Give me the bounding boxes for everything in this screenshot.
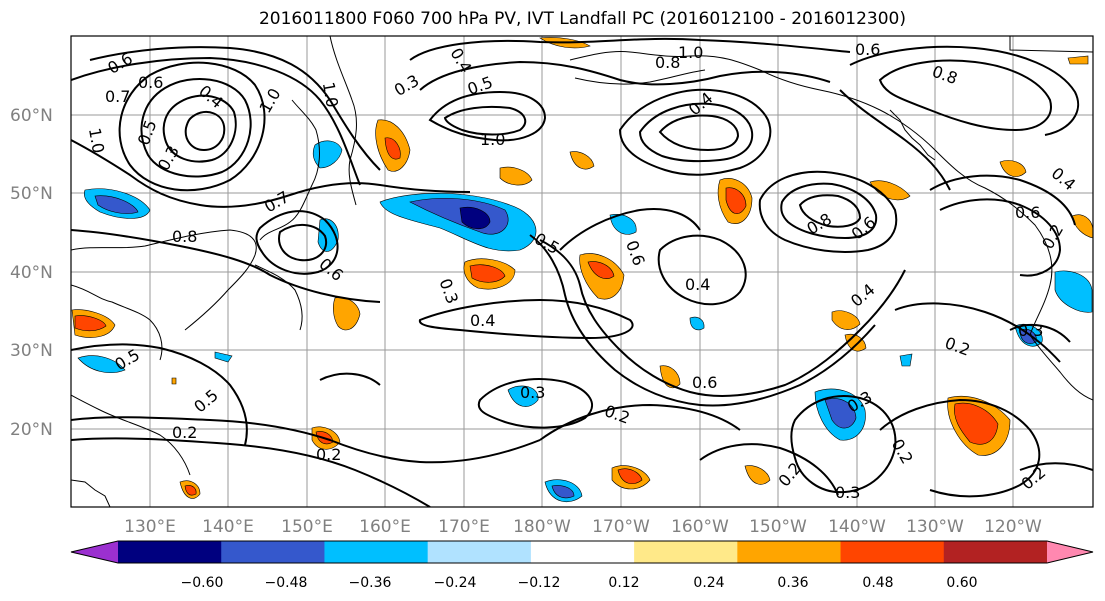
lon-label: 160°E: [359, 517, 411, 537]
colorbar-segment: [530, 541, 635, 563]
colorbar-tick-label: 0.12: [608, 575, 639, 591]
colorbar-tick-label: −0.36: [349, 575, 392, 591]
lon-label: 140°W: [828, 517, 886, 537]
pv-contours: [71, 37, 1093, 507]
colorbar-segment: [634, 541, 738, 563]
colorbar-segment: [427, 541, 532, 563]
colorbar-tick-label: −0.12: [518, 575, 561, 591]
colorbar-tick-label: 0.36: [777, 575, 808, 591]
lat-label: 20°N: [10, 420, 53, 440]
colorbar-segment: [118, 541, 222, 563]
colorbar-segment: [737, 541, 842, 563]
lon-label: 150°W: [749, 517, 807, 537]
lon-label: 120°W: [984, 517, 1042, 537]
shading-layer: [71, 37, 1093, 503]
contour-label: 1.0: [480, 130, 505, 149]
colorbar-tick-label: −0.48: [265, 575, 308, 591]
contour-label: 0.3: [1018, 321, 1043, 340]
contour-label: 0.2: [172, 423, 197, 442]
lon-label: 170°W: [592, 517, 650, 537]
contour-label: 1.0: [678, 43, 703, 62]
contour-label: 0.8: [655, 53, 680, 72]
lon-label: 150°E: [281, 517, 333, 537]
colorbar-tick-label: 0.60: [946, 575, 977, 591]
colorbar-tick-label: 0.48: [862, 575, 893, 591]
lat-label: 40°N: [10, 263, 53, 283]
contour-label: 0.2: [316, 445, 341, 464]
colorbar-tick-label: −0.60: [181, 575, 224, 591]
contour-label: 1.0: [85, 126, 108, 154]
contour-label: 0.6: [1015, 203, 1040, 222]
colorbar-segment: [840, 541, 945, 563]
colorbar-segment: [324, 541, 429, 563]
contour-label: 0.8: [172, 227, 197, 246]
map-title: 2016011800 F060 700 hPa PV, IVT Landfall…: [258, 9, 906, 29]
contour-label: 0.4: [470, 311, 495, 330]
colorbar: [70, 540, 1094, 564]
lon-label: 170°E: [438, 517, 490, 537]
colorbar-extend-high: [1047, 541, 1093, 563]
contour-label: 1.0: [319, 81, 342, 109]
colorbar-tick-label: 0.24: [693, 575, 724, 591]
lat-label: 30°N: [10, 341, 53, 361]
latitude-labels: 60°N 50°N 40°N 30°N 20°N: [10, 106, 53, 440]
contour-label: 0.6: [692, 373, 717, 392]
colorbar-outline: [70, 540, 1094, 564]
contour-label: 0.7: [105, 87, 130, 106]
colorbar-extend-low: [71, 541, 118, 563]
lon-label: 180°W: [513, 517, 571, 537]
colorbar-segment: [221, 541, 325, 563]
contour-label: 0.4: [685, 275, 710, 294]
longitude-labels: 130°E 140°E 150°E 160°E 170°E 180°W 170°…: [124, 517, 1042, 537]
lon-label: 130°W: [906, 517, 964, 537]
lon-label: 130°E: [124, 517, 176, 537]
lat-label: 60°N: [10, 106, 53, 126]
contour-label: 0.6: [138, 73, 163, 92]
contour-label: 0.3: [835, 483, 860, 502]
lat-label: 50°N: [10, 184, 53, 204]
lon-label: 140°E: [202, 517, 254, 537]
colorbar-tick-labels: −0.60 −0.48 −0.36 −0.24 −0.12 0.12 0.24 …: [181, 575, 978, 591]
map-frame: [70, 35, 1094, 508]
colorbar-tick-label: −0.24: [434, 575, 477, 591]
contour-label: 0.3: [520, 383, 545, 402]
lon-label: 160°W: [671, 517, 729, 537]
coastlines: [71, 36, 1093, 507]
colorbar-segment: [943, 541, 1048, 563]
contour-label: 0.6: [855, 40, 880, 59]
